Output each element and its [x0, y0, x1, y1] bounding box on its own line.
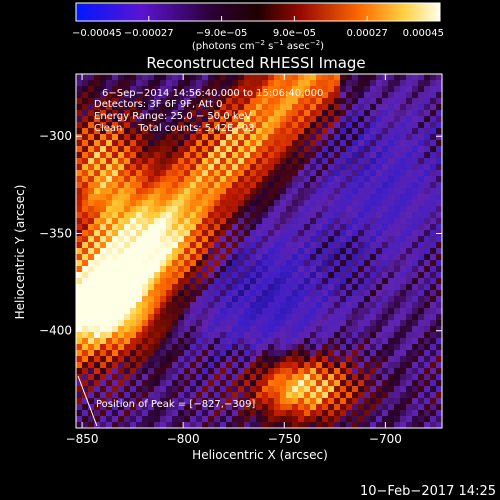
annotation-time-range: 6−Sep−2014 14:56:40.000 to 15:06:40.000 [102, 88, 323, 99]
plot-timestamp: 10−Feb−2017 14:25 [360, 484, 496, 499]
y-tick-label: −400 [39, 324, 72, 338]
colorbar-tick-label: −0.00045 [72, 28, 122, 39]
annotation-detectors: Detectors: 3F 6F 9F, Att 0 [94, 99, 222, 110]
chart-title: Reconstructed RHESSI Image [146, 54, 365, 72]
peak-marker-line [77, 375, 98, 427]
x-tick-label: −850 [66, 432, 99, 446]
colorbar-tick-label: 0.00045 [403, 28, 444, 39]
plot-frame [75, 73, 443, 429]
colorbar-tick-label: −9.0e−05 [196, 28, 248, 39]
x-axis-ticks: −850 −800 −750 −700 [66, 74, 402, 446]
heatmap-image [76, 74, 442, 428]
colorbar-tick-label: 0.00027 [347, 28, 388, 39]
y-tick-label: −300 [39, 129, 72, 143]
x-axis-label: Heliocentric X (arcsec) [192, 448, 328, 462]
y-tick-label: −350 [39, 226, 72, 240]
colorbar-tick-label: 9.0e−05 [273, 28, 316, 39]
peak-position-label: Position of Peak = [−827,−309] [96, 399, 255, 410]
annotation-energy-range: Energy Range: 25.0 − 50.0 keV [94, 111, 251, 122]
colorbar: −0.00045 −0.00027 −9.0e−05 9.0e−05 0.00027 0.… [72, 2, 444, 52]
colorbar-ticks: −0.00045 −0.00027 −9.0e−05 9.0e−05 0.00027 0.… [72, 16, 444, 39]
y-axis-ticks: −300 −350 −400 [39, 129, 442, 338]
y-axis-label: Heliocentric Y (arcsec) [13, 185, 27, 320]
annotation-clean-counts: Clean Total counts: 5.42E+03 [94, 123, 254, 134]
colorbar-unit-label: (photons cm−2 s−1 asec−2) [192, 39, 324, 52]
colorbar-gradient [75, 2, 441, 22]
x-tick-label: −700 [369, 432, 402, 446]
x-tick-label: −750 [268, 432, 301, 446]
annotation-block: 6−Sep−2014 14:56:40.000 to 15:06:40.000 … [94, 88, 323, 134]
x-tick-label: −800 [167, 432, 200, 446]
colorbar-tick-label: −0.00027 [124, 28, 174, 39]
